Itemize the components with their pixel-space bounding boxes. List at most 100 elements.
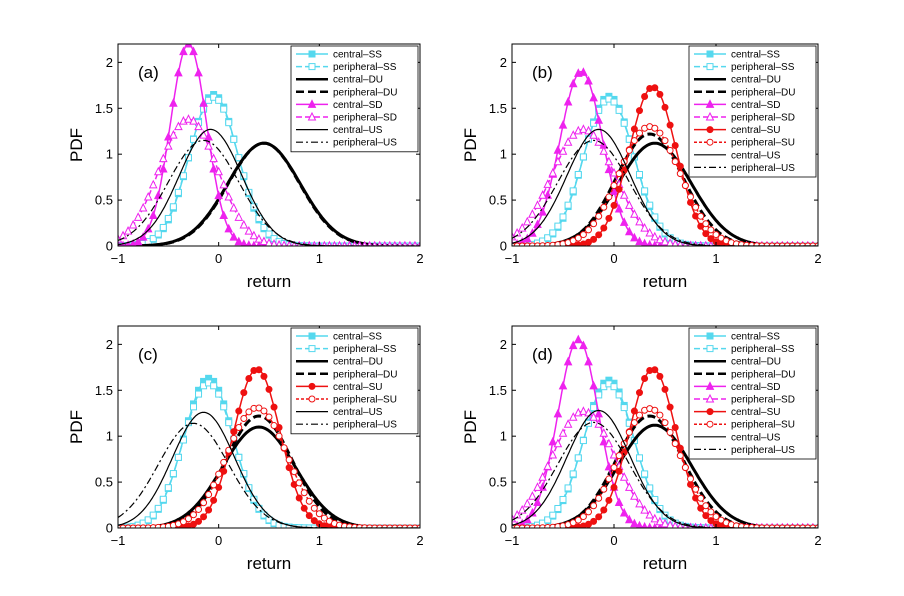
- data-point: [641, 521, 648, 528]
- data-point: [671, 141, 679, 149]
- legend-item: central–SS: [296, 50, 382, 61]
- data-point: [320, 514, 328, 522]
- data-point: [651, 124, 659, 132]
- legend-label: central–SU: [731, 407, 780, 418]
- data-point: [179, 172, 187, 180]
- data-point: [569, 470, 577, 478]
- data-point: [635, 520, 644, 528]
- x-axis-label: return: [643, 554, 687, 573]
- data-point: [595, 391, 603, 399]
- legend-marker: [706, 63, 714, 71]
- data-point: [707, 235, 715, 243]
- legend-label: peripheral–US: [333, 420, 397, 431]
- data-point: [210, 382, 218, 390]
- data-point: [656, 372, 664, 380]
- data-point: [579, 67, 588, 76]
- data-point: [533, 482, 542, 491]
- data-point: [661, 137, 669, 145]
- data-point: [589, 412, 598, 421]
- data-point: [650, 513, 660, 523]
- legend-item: central–US: [694, 150, 781, 161]
- series-markers-peripheral-SU: [512, 405, 818, 528]
- legend-label: central–SS: [731, 50, 780, 61]
- data-point: [154, 504, 162, 512]
- legend-label: peripheral–DU: [731, 369, 795, 380]
- legend-item: central–DU: [296, 75, 383, 86]
- y-tick-label: 1.5: [489, 101, 507, 116]
- y-tick-label: 0.5: [489, 193, 507, 208]
- data-point: [548, 167, 558, 177]
- data-point: [549, 229, 557, 237]
- data-point: [533, 200, 542, 209]
- data-point: [286, 240, 292, 246]
- legend-item: peripheral–SS: [694, 62, 795, 73]
- data-point: [615, 170, 623, 178]
- data-point: [681, 464, 689, 472]
- legend-item: peripheral–SS: [296, 62, 397, 73]
- data-point: [645, 509, 655, 519]
- y-tick-label: 0.5: [489, 475, 507, 490]
- data-point: [245, 408, 253, 416]
- axes-frame: [511, 325, 819, 529]
- legend-item: peripheral–SS: [296, 344, 397, 355]
- data-point: [599, 436, 609, 446]
- legend-label: central–US: [333, 407, 383, 418]
- data-point: [559, 213, 567, 221]
- data-point: [605, 193, 613, 201]
- data-point: [189, 46, 198, 56]
- data-point: [265, 385, 273, 393]
- data-point: [568, 340, 578, 350]
- data-point: [568, 412, 578, 421]
- data-point: [676, 170, 684, 178]
- data-point: [671, 239, 679, 246]
- data-point: [595, 231, 603, 239]
- legend: central–SSperipheral–SScentral–DUperiphe…: [290, 327, 419, 435]
- data-point: [234, 212, 244, 221]
- data-point: [660, 518, 670, 528]
- data-point: [128, 219, 138, 229]
- data-point: [605, 475, 613, 483]
- data-point: [650, 231, 660, 241]
- x-tick-label: 2: [814, 251, 821, 266]
- data-point: [195, 505, 203, 513]
- data-point: [651, 240, 658, 246]
- data-point: [553, 145, 563, 154]
- data-point: [265, 238, 273, 246]
- data-point: [249, 230, 259, 240]
- data-point: [543, 461, 553, 470]
- data-point: [295, 494, 303, 502]
- legend-label: central–SD: [333, 100, 382, 111]
- data-point: [245, 374, 253, 382]
- data-point: [712, 231, 720, 239]
- data-point: [270, 239, 278, 246]
- legend-item: peripheral–SU: [694, 138, 795, 149]
- legend-label: peripheral–US: [731, 163, 795, 174]
- chart-panel-a: −1 0 1 200.511.52returnPDF(a)central–SSperi…: [67, 43, 424, 291]
- data-point: [590, 235, 598, 243]
- data-point: [589, 92, 598, 102]
- data-point: [636, 411, 643, 419]
- data-point: [215, 390, 223, 398]
- data-point: [697, 212, 705, 220]
- data-point: [234, 236, 244, 246]
- legend-marker: [705, 381, 715, 390]
- data-point: [558, 380, 568, 390]
- legend-label: peripheral–US: [731, 445, 795, 456]
- data-point: [210, 481, 218, 489]
- data-point: [671, 423, 679, 431]
- data-point: [190, 511, 197, 519]
- data-point: [200, 513, 208, 521]
- data-point: [235, 453, 243, 461]
- x-tick-label: −1: [505, 251, 520, 266]
- data-point: [568, 78, 578, 88]
- data-point: [251, 240, 257, 246]
- x-tick-label: −1: [505, 533, 520, 548]
- data-point: [305, 512, 313, 520]
- x-tick-label: −1: [111, 251, 126, 266]
- legend-label: peripheral–DU: [333, 369, 397, 380]
- legend-item: central–DU: [694, 357, 781, 368]
- data-point: [229, 232, 239, 241]
- x-tick-label: −1: [111, 533, 126, 548]
- legend-label: peripheral–DU: [731, 87, 795, 98]
- data-point: [260, 223, 268, 231]
